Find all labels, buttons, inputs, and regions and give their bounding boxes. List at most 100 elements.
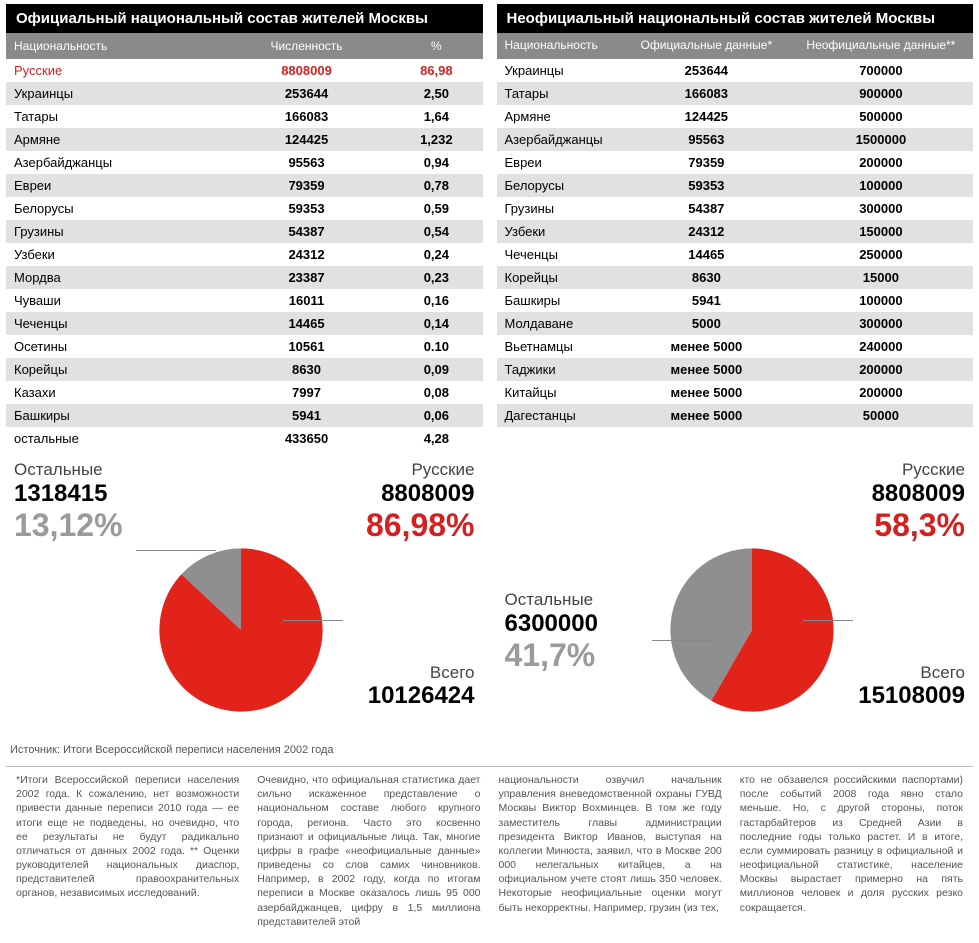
cell: 900000 — [789, 82, 973, 105]
rus-percent: 58,3% — [872, 507, 965, 544]
cell: 240000 — [789, 335, 973, 358]
col-nationality: Национальность — [6, 33, 223, 59]
cell: 1,64 — [390, 105, 482, 128]
table-row: Китайцыменее 5000200000 — [497, 381, 974, 404]
rus-label: Русские — [366, 460, 475, 480]
cell: Чуваши — [6, 289, 223, 312]
cell: Евреи — [497, 151, 624, 174]
rus-percent: 86,98% — [366, 507, 475, 544]
unofficial-panel: Неофициальный национальный состав жителе… — [497, 4, 974, 450]
table-row: Азербайджанцы955630,94 — [6, 151, 483, 174]
cell: 59353 — [223, 197, 390, 220]
cell: 700000 — [789, 59, 973, 82]
table-row: Дагестанцыменее 500050000 — [497, 404, 974, 427]
cell: 7997 — [223, 381, 390, 404]
cell: 0,14 — [390, 312, 482, 335]
cell: менее 5000 — [624, 358, 789, 381]
table-row: Корейцы863015000 — [497, 266, 974, 289]
table-row: Татары1660831,64 — [6, 105, 483, 128]
cell: Таджики — [497, 358, 624, 381]
cell: менее 5000 — [624, 404, 789, 427]
table-row: Таджикименее 5000200000 — [497, 358, 974, 381]
total-value: 15108009 — [858, 682, 965, 710]
table-row: Вьетнамцыменее 5000240000 — [497, 335, 974, 358]
cell: Корейцы — [6, 358, 223, 381]
cell: Узбеки — [497, 220, 624, 243]
cell: Украинцы — [6, 82, 223, 105]
footnote-1: *Итоги Всероссийской переписи населения … — [16, 773, 239, 929]
cell: Корейцы — [497, 266, 624, 289]
cell: Татары — [6, 105, 223, 128]
cell: 166083 — [223, 105, 390, 128]
cell: 0,24 — [390, 243, 482, 266]
cell: Башкиры — [497, 289, 624, 312]
cell: Молдаване — [497, 312, 624, 335]
cell: 15000 — [789, 266, 973, 289]
table-row: Чеченцы14465250000 — [497, 243, 974, 266]
table-row: Чеченцы144650,14 — [6, 312, 483, 335]
cell: 250000 — [789, 243, 973, 266]
source-text: Источник: Итоги Всероссийской переписи н… — [0, 740, 979, 766]
cell: 253644 — [223, 82, 390, 105]
footnotes: *Итоги Всероссийской переписи населения … — [6, 766, 973, 943]
cell: 5941 — [624, 289, 789, 312]
cell: 23387 — [223, 266, 390, 289]
cell: 50000 — [789, 404, 973, 427]
cell: Азербайджанцы — [6, 151, 223, 174]
official-title: Официальный национальный состав жителей … — [6, 4, 483, 33]
table-row: Татары166083900000 — [497, 82, 974, 105]
cell: 10561 — [223, 335, 390, 358]
cell: 14465 — [223, 312, 390, 335]
cell: Грузины — [6, 220, 223, 243]
cell: 5000 — [624, 312, 789, 335]
cell: 300000 — [789, 312, 973, 335]
table-row: Белорусы593530,59 — [6, 197, 483, 220]
cell: 24312 — [624, 220, 789, 243]
cell: Вьетнамцы — [497, 335, 624, 358]
official-panel: Официальный национальный состав жителей … — [6, 4, 483, 450]
cell: 253644 — [624, 59, 789, 82]
table-row: Грузины543870,54 — [6, 220, 483, 243]
pie-chart-unofficial: Русские 8808009 58,3% Остальные 6300000 … — [497, 460, 974, 740]
table-row: Армяне1244251,232 — [6, 128, 483, 151]
cell: 100000 — [789, 174, 973, 197]
col-count: Численность — [223, 33, 390, 59]
table-row: Евреи793590,78 — [6, 174, 483, 197]
cell: 54387 — [624, 197, 789, 220]
cell: 200000 — [789, 381, 973, 404]
rus-value: 8808009 — [366, 480, 475, 508]
cell: 300000 — [789, 197, 973, 220]
cell: 5941 — [223, 404, 390, 427]
table-row: Армяне124425500000 — [497, 105, 974, 128]
cell: 59353 — [624, 174, 789, 197]
table-row: Мордва233870,23 — [6, 266, 483, 289]
cell: 95563 — [624, 128, 789, 151]
cell: 0,16 — [390, 289, 482, 312]
col-percent: % — [390, 33, 482, 59]
cell: Евреи — [6, 174, 223, 197]
cell: Азербайджанцы — [497, 128, 624, 151]
cell: 1500000 — [789, 128, 973, 151]
cell: 200000 — [789, 358, 973, 381]
table-row: Казахи79970,08 — [6, 381, 483, 404]
footnote-3: национальности озвучил начальник управле… — [499, 773, 722, 929]
cell: Казахи — [6, 381, 223, 404]
cell: Чеченцы — [497, 243, 624, 266]
table-row: Молдаване5000300000 — [497, 312, 974, 335]
cell: 124425 — [624, 105, 789, 128]
cell: Украинцы — [497, 59, 624, 82]
cell: Китайцы — [497, 381, 624, 404]
table-row: Осетины105610.10 — [6, 335, 483, 358]
table-row: Украинцы2536442,50 — [6, 82, 483, 105]
cell: 79359 — [624, 151, 789, 174]
table-row: Украинцы253644700000 — [497, 59, 974, 82]
cell: Русские — [6, 59, 223, 82]
rus-label: Русские — [872, 460, 965, 480]
cell: 200000 — [789, 151, 973, 174]
cell: Башкиры — [6, 404, 223, 427]
cell: 95563 — [223, 151, 390, 174]
table-row: Узбеки24312150000 — [497, 220, 974, 243]
total-value: 10126424 — [368, 682, 475, 710]
col-nationality: Национальность — [497, 33, 624, 59]
cell: 124425 — [223, 128, 390, 151]
